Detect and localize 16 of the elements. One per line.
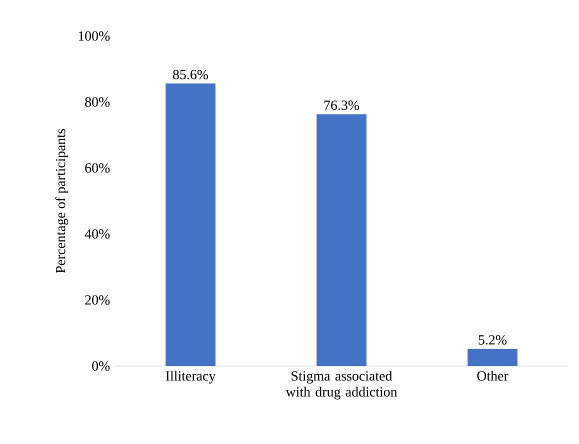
data-label: 5.2% xyxy=(478,335,507,345)
y-tick-label: 20% xyxy=(85,295,110,305)
y-tick-label: 0% xyxy=(92,361,110,371)
y-tick-label: 80% xyxy=(85,97,110,107)
bar xyxy=(468,348,518,366)
y-tick-label: 60% xyxy=(85,163,110,173)
y-axis-title: Percentage of participants xyxy=(55,129,68,273)
y-tick-label: 40% xyxy=(84,229,110,239)
x-tick-label: Stigma associated with drug addiction xyxy=(286,370,398,400)
bar xyxy=(316,114,366,366)
data-label: 76.3% xyxy=(324,100,360,110)
x-tick-label: Illiteracy xyxy=(166,370,216,384)
x-tick-label: Other xyxy=(477,370,508,381)
y-tick-label: 100% xyxy=(78,31,110,41)
data-label: 85.6% xyxy=(173,70,208,80)
bar xyxy=(166,84,216,366)
